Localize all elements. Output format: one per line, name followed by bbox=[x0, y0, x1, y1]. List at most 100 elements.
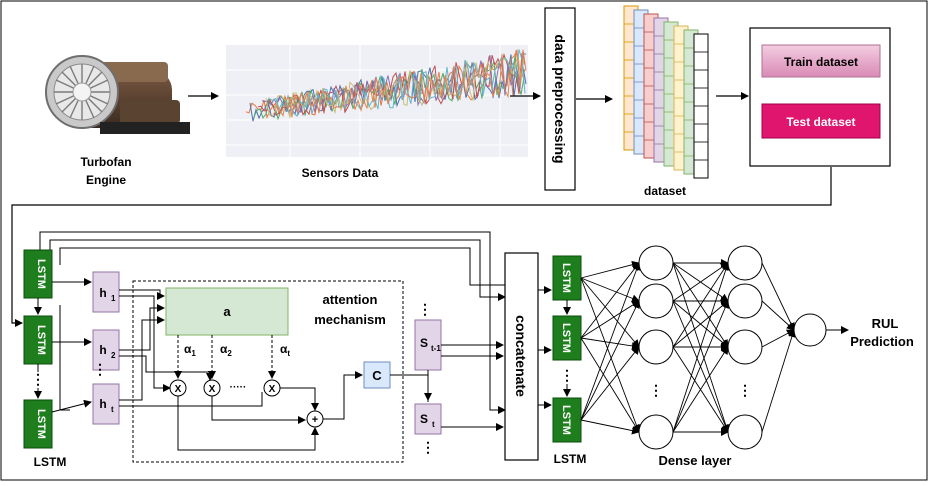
hidden-ellipsis: ⋮ bbox=[93, 361, 107, 377]
svg-text:t-1: t-1 bbox=[431, 344, 441, 353]
state-ellipsis-bottom: ⋮ bbox=[421, 439, 435, 455]
multiply-node-2: X bbox=[203, 379, 221, 397]
dense-connection bbox=[672, 300, 729, 433]
dense-connection bbox=[672, 346, 729, 433]
dense-layer-label: Dense layer bbox=[659, 453, 732, 468]
rul-label-line2: Prediction bbox=[850, 334, 914, 349]
rul-label-line1: RUL bbox=[872, 316, 899, 331]
dense-connection bbox=[580, 277, 640, 303]
dense-connection bbox=[761, 329, 796, 433]
svg-text:1: 1 bbox=[111, 294, 116, 303]
dense-neuron bbox=[638, 245, 674, 281]
attention-score-a bbox=[165, 287, 289, 336]
dense-ellipsis: ⋮ bbox=[649, 382, 663, 398]
attention-region bbox=[132, 280, 404, 463]
concatenate-box bbox=[504, 252, 539, 461]
decoder-lstm-1: LSTM bbox=[552, 255, 582, 301]
preprocessing-label: data preprocessing bbox=[552, 34, 568, 163]
dense-neuron bbox=[638, 329, 674, 365]
engine-label-line1: Turbofan bbox=[80, 155, 131, 169]
svg-text:LSTM: LSTM bbox=[35, 325, 47, 355]
svg-text:h: h bbox=[99, 286, 106, 300]
dense-neuron bbox=[727, 414, 763, 450]
svg-text:2: 2 bbox=[111, 351, 116, 360]
decoder-ellipsis: ⋮ bbox=[560, 367, 574, 383]
attention-title-line2: mechanism bbox=[314, 312, 386, 327]
dense-connection bbox=[672, 262, 729, 348]
arrow-lstmt-ht bbox=[51, 399, 92, 413]
state-ellipsis-top: ⋮ bbox=[418, 301, 432, 317]
svg-text:t: t bbox=[111, 405, 114, 414]
decoder-lstm-label: LSTM bbox=[554, 452, 587, 466]
dense-connection bbox=[761, 262, 795, 331]
svg-text:X: X bbox=[175, 384, 182, 395]
h-to-attention-wires bbox=[119, 289, 263, 407]
dense-connection bbox=[580, 260, 640, 279]
dense-neuron bbox=[638, 283, 674, 319]
multiply-ellipsis: ····· bbox=[230, 382, 247, 393]
encoder-lstm-1: LSTM bbox=[23, 249, 53, 299]
attention-a-label: a bbox=[223, 304, 231, 319]
dense-connection bbox=[672, 300, 729, 348]
dense-neuron bbox=[727, 245, 763, 281]
context-vector bbox=[363, 361, 391, 389]
dense-connection bbox=[580, 262, 640, 339]
test-dataset-box bbox=[761, 103, 881, 139]
svg-text:X: X bbox=[209, 384, 216, 395]
turbofan-engine-image bbox=[45, 55, 190, 134]
svg-text:S: S bbox=[420, 336, 428, 350]
svg-text:LSTM: LSTM bbox=[35, 259, 47, 289]
decoder-state-st: S t bbox=[414, 403, 442, 435]
hidden-state-h2: h 2 bbox=[92, 329, 120, 371]
hidden-state-h1: h 1 bbox=[92, 271, 120, 313]
dataset-stack bbox=[623, 5, 709, 179]
sum-node: + bbox=[306, 410, 324, 428]
dense-connection bbox=[761, 300, 795, 331]
attention-title-line1: attention bbox=[323, 292, 378, 307]
decoder-lstm-3: LSTM bbox=[552, 397, 582, 443]
dense-connection bbox=[580, 337, 640, 433]
output-neuron bbox=[793, 313, 827, 347]
svg-text:S: S bbox=[420, 412, 428, 426]
hidden-state-ht: h t bbox=[92, 383, 120, 425]
multiply-node-t: X bbox=[263, 379, 281, 397]
skip-connections bbox=[39, 231, 506, 414]
dense-connection bbox=[580, 277, 641, 433]
weighted-sum-wires bbox=[177, 387, 319, 451]
dense-network: ⋮ ⋮ bbox=[580, 245, 849, 450]
dense-connection bbox=[580, 300, 640, 421]
encoder-lstm-2: LSTM bbox=[23, 315, 53, 365]
dense-connection bbox=[672, 262, 730, 433]
arrow-sum-to-context bbox=[323, 371, 363, 420]
sensor-series-line bbox=[273, 48, 527, 118]
svg-text:X: X bbox=[269, 384, 276, 395]
engine-label-line2: Engine bbox=[86, 173, 126, 187]
dense-ellipsis: ⋮ bbox=[738, 382, 752, 398]
svg-text:+: + bbox=[312, 414, 318, 426]
dense-connection bbox=[580, 277, 640, 348]
train-dataset-box bbox=[761, 44, 881, 78]
dataset-label: dataset bbox=[644, 184, 686, 198]
multiply-node-1: X bbox=[169, 379, 187, 397]
dense-neuron bbox=[727, 329, 763, 365]
train-dataset-label: Train dataset bbox=[784, 55, 858, 69]
alpha-1-label: α1 bbox=[184, 342, 196, 358]
alpha-2-label: α2 bbox=[220, 342, 232, 358]
dense-connection bbox=[580, 346, 640, 421]
sensors-data-plot bbox=[226, 45, 528, 157]
sensors-label: Sensors Data bbox=[302, 166, 379, 180]
dense-connection bbox=[580, 262, 641, 421]
svg-text:LSTM: LSTM bbox=[560, 323, 572, 353]
svg-text:LSTM: LSTM bbox=[560, 405, 572, 435]
preprocessing-box bbox=[544, 7, 576, 191]
dense-neuron bbox=[727, 283, 763, 319]
encoder-lstm-t: LSTM bbox=[23, 399, 53, 449]
connector-top-to-lstm bbox=[11, 167, 832, 327]
svg-text:LSTM: LSTM bbox=[560, 263, 572, 293]
alpha-weights bbox=[174, 335, 276, 379]
dense-connection bbox=[580, 419, 640, 435]
svg-text:h: h bbox=[99, 343, 106, 357]
decoder-lstm-2: LSTM bbox=[552, 315, 582, 361]
